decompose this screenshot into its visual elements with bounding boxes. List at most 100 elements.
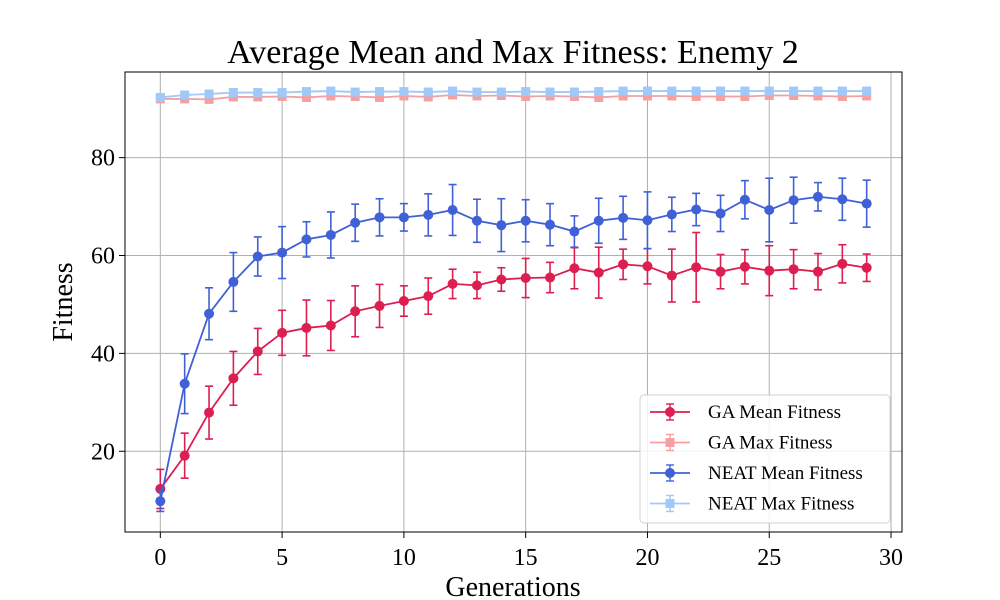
legend-item: GA Max Fitness bbox=[650, 433, 833, 454]
data-point bbox=[812, 191, 823, 202]
data-point bbox=[861, 198, 872, 209]
data-point bbox=[788, 195, 799, 206]
data-point bbox=[545, 219, 556, 230]
series-layer bbox=[155, 86, 872, 513]
legend-marker bbox=[665, 468, 675, 478]
data-point bbox=[277, 88, 287, 98]
plot-frame bbox=[124, 71, 903, 533]
x-tick-label: 5 bbox=[276, 545, 288, 571]
data-point bbox=[423, 87, 433, 97]
data-point bbox=[715, 208, 726, 219]
data-point bbox=[447, 278, 458, 289]
data-point bbox=[204, 89, 214, 99]
data-point bbox=[740, 91, 750, 101]
data-point bbox=[545, 87, 555, 97]
data-point bbox=[812, 266, 823, 277]
data-point bbox=[496, 274, 507, 285]
data-point bbox=[593, 267, 604, 278]
data-point bbox=[691, 86, 701, 96]
data-point bbox=[618, 259, 629, 270]
data-point bbox=[691, 91, 701, 101]
data-point bbox=[374, 300, 385, 311]
data-point bbox=[667, 91, 677, 101]
data-point bbox=[204, 308, 215, 319]
legend-label: NEAT Mean Fitness bbox=[708, 463, 863, 484]
series-neat-mean-fitness bbox=[155, 176, 872, 513]
data-point bbox=[716, 91, 726, 101]
data-point bbox=[594, 92, 604, 102]
data-point bbox=[788, 264, 799, 275]
data-point bbox=[861, 262, 872, 273]
x-tick-label: 30 bbox=[879, 545, 903, 571]
data-point bbox=[715, 266, 726, 277]
data-point bbox=[496, 87, 506, 97]
legend-marker bbox=[665, 438, 675, 447]
data-point bbox=[301, 87, 311, 97]
data-point bbox=[204, 407, 215, 418]
data-point bbox=[350, 217, 361, 228]
data-point bbox=[350, 306, 361, 317]
x-tick-label: 15 bbox=[514, 545, 538, 571]
y-tick-label: 80 bbox=[91, 146, 115, 172]
data-point bbox=[666, 209, 677, 220]
series-neat-max-fitness bbox=[155, 86, 872, 102]
data-point bbox=[667, 86, 677, 96]
data-point bbox=[569, 226, 580, 237]
data-point bbox=[301, 92, 311, 102]
data-point bbox=[837, 194, 848, 205]
grid-layer bbox=[125, 72, 902, 532]
data-point bbox=[837, 258, 848, 269]
data-point bbox=[569, 87, 579, 97]
data-point bbox=[398, 296, 409, 307]
legend-marker bbox=[665, 499, 675, 508]
legend-label: NEAT Max Fitness bbox=[708, 494, 854, 515]
data-point bbox=[375, 92, 385, 102]
data-point bbox=[521, 91, 531, 101]
data-point bbox=[789, 86, 799, 96]
chart-title: Average Mean and Max Fitness: Enemy 2 bbox=[227, 34, 799, 71]
x-tick-label: 0 bbox=[154, 545, 166, 571]
data-point bbox=[739, 194, 750, 205]
data-point bbox=[155, 496, 166, 507]
data-point bbox=[471, 280, 482, 291]
y-tick-label: 20 bbox=[91, 439, 115, 465]
data-point bbox=[521, 87, 531, 97]
data-point bbox=[399, 87, 409, 97]
legend-label: GA Max Fitness bbox=[708, 433, 833, 454]
data-point bbox=[813, 86, 823, 96]
data-point bbox=[326, 91, 336, 101]
data-point bbox=[471, 215, 482, 226]
data-point bbox=[301, 234, 312, 245]
data-point bbox=[179, 450, 190, 461]
data-point bbox=[423, 291, 434, 302]
data-point bbox=[594, 87, 604, 97]
data-point bbox=[155, 92, 165, 102]
data-point bbox=[545, 272, 556, 283]
legend: GA Mean Fitness GA Max Fitness NEAT Mean F… bbox=[639, 394, 891, 524]
data-point bbox=[277, 247, 288, 258]
series-line bbox=[160, 94, 867, 101]
data-point bbox=[569, 263, 580, 274]
data-point bbox=[618, 212, 629, 223]
data-point bbox=[253, 88, 263, 98]
data-point bbox=[837, 86, 847, 96]
data-point bbox=[764, 205, 775, 215]
data-point bbox=[423, 209, 434, 220]
data-point bbox=[666, 270, 677, 281]
data-point bbox=[496, 220, 507, 231]
legend-box bbox=[639, 394, 891, 524]
y-tick-label: 40 bbox=[91, 341, 115, 367]
data-point bbox=[642, 86, 652, 96]
data-point bbox=[325, 320, 336, 331]
data-point bbox=[642, 215, 653, 226]
data-point bbox=[375, 87, 385, 97]
data-point bbox=[228, 276, 239, 287]
data-point bbox=[520, 273, 531, 284]
legend-item: NEAT Max Fitness bbox=[650, 494, 854, 515]
data-point bbox=[252, 346, 263, 357]
data-point bbox=[739, 261, 750, 272]
data-point bbox=[618, 86, 628, 96]
data-point bbox=[862, 86, 872, 96]
y-tick-label: 60 bbox=[91, 244, 115, 270]
